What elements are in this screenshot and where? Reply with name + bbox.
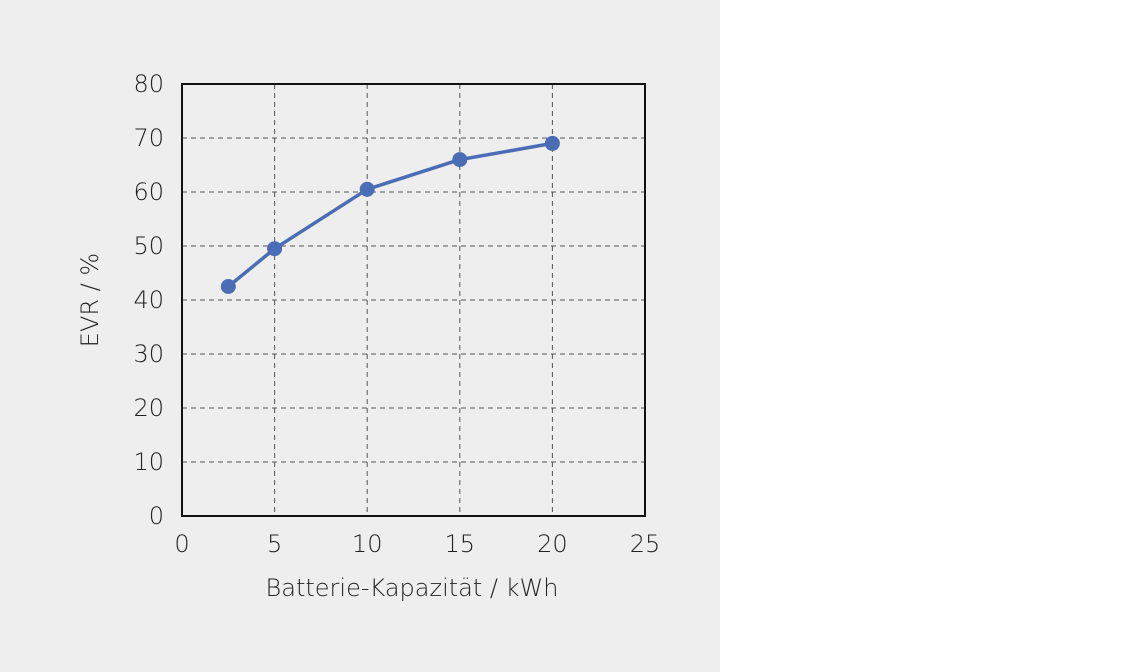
y-tick-label-20: 20 [133, 394, 164, 422]
y-tick-label-80: 80 [133, 70, 164, 98]
series-layer [220, 135, 560, 294]
series-line-0 [226, 141, 555, 289]
x-tick-label-15: 15 [445, 530, 476, 558]
y-tick-label-40: 40 [133, 286, 164, 314]
y-tick-label-0: 0 [149, 502, 164, 530]
x-tick-label-5: 5 [267, 530, 282, 558]
x-tick-label-10: 10 [352, 530, 383, 558]
y-axis-tick-labels: 0 10 20 30 40 50 60 70 80 [133, 70, 164, 530]
data-point-0-3 [452, 152, 468, 168]
data-point-0-0 [220, 279, 236, 294]
data-point-0-2 [359, 181, 375, 197]
y-tick-label-70: 70 [133, 124, 164, 152]
y-tick-label-50: 50 [133, 232, 164, 260]
data-point-0-4 [544, 135, 560, 151]
x-axis-label: Batterie-Kapazität / kWh [266, 574, 559, 602]
grid-lines [182, 84, 645, 516]
x-axis-tick-labels: 0 5 10 15 20 25 [174, 530, 660, 558]
y-tick-label-10: 10 [133, 448, 164, 476]
x-tick-label-25: 25 [630, 530, 661, 558]
x-tick-label-20: 20 [537, 530, 568, 558]
x-tick-label-0: 0 [174, 530, 189, 558]
data-point-0-1 [267, 241, 283, 257]
plot-frame [181, 83, 646, 517]
y-tick-label-30: 30 [133, 340, 164, 368]
y-axis-label: EVR / % [76, 253, 104, 347]
chart-background-panel [0, 0, 720, 672]
y-tick-label-60: 60 [133, 178, 164, 206]
